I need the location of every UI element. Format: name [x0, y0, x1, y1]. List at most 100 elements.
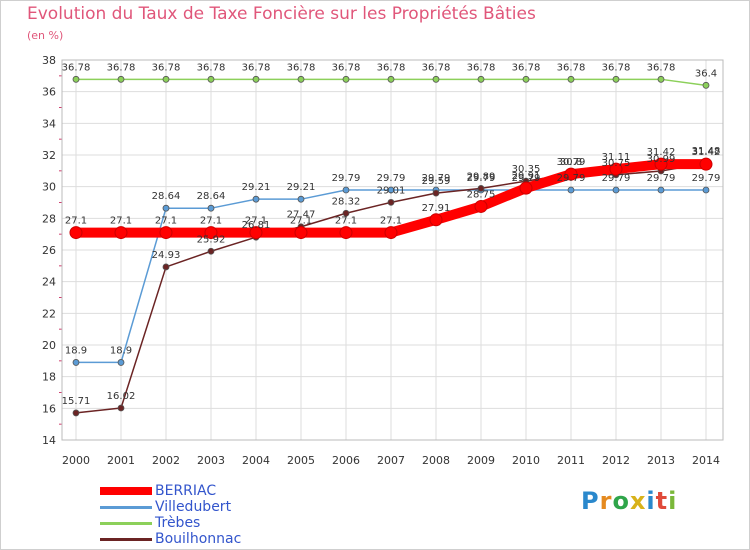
x-tick-label-2013: 2013	[647, 454, 675, 467]
data-point-berriac-2007	[384, 226, 398, 240]
legend-label-trebes: Trèbes	[155, 515, 201, 531]
x-tick-label-2009: 2009	[467, 454, 495, 467]
legend-item-trebes: Trèbes	[100, 515, 320, 531]
legend-swatch-berriac	[100, 487, 152, 495]
data-point-trbes-2006	[342, 75, 350, 83]
data-label-villedubert-2002: 28.64	[152, 191, 181, 202]
y-tick-label-22: 22	[42, 307, 56, 320]
data-label-bouilhonnac-2009: 29.89	[467, 171, 496, 182]
data-label-trbes-2001: 36.78	[107, 62, 136, 73]
data-label-villedubert-2005: 29.21	[287, 182, 316, 193]
x-tick-label-2004: 2004	[242, 454, 270, 467]
data-label-trbes-2014: 36.4	[695, 68, 717, 79]
y-tick-label-36: 36	[42, 86, 56, 99]
data-point-trbes-2013	[657, 75, 665, 83]
data-label-villedubert-2004: 29.21	[242, 182, 271, 193]
data-point-villedubert-2012	[612, 186, 620, 194]
data-label-villedubert-2009: 29.79	[467, 173, 496, 184]
data-point-berriac-2004	[249, 226, 263, 240]
data-label-villedubert-2003: 28.64	[197, 191, 226, 202]
data-point-trbes-2003	[207, 75, 215, 83]
data-point-trbes-2004	[252, 75, 260, 83]
data-label-bouilhonnac-2012: 30.75	[602, 158, 631, 169]
data-label-villedubert-2006: 29.79	[332, 173, 361, 184]
data-point-berriac-2006	[339, 226, 353, 240]
data-label-villedubert-2007: 29.79	[377, 173, 406, 184]
data-point-villedubert-2007	[387, 186, 395, 194]
data-label-berriac-2010: 29.91	[512, 171, 541, 182]
data-point-berriac-2005	[294, 226, 308, 240]
data-point-villedubert-2014	[702, 186, 710, 194]
data-point-berriac-2009	[474, 199, 488, 213]
data-point-trbes-2000	[72, 75, 80, 83]
data-point-bouilhonnac-2000	[72, 409, 80, 417]
data-point-trbes-2001	[117, 75, 125, 83]
data-point-berriac-2000	[69, 226, 83, 240]
data-point-villedubert-2011	[567, 186, 575, 194]
y-tick-label-30: 30	[42, 181, 56, 194]
data-label-berriac-2005: 27.1	[290, 216, 312, 227]
y-tick-label-28: 28	[42, 212, 56, 225]
plot-area	[61, 59, 724, 441]
data-label-villedubert-2013: 29.79	[647, 173, 676, 184]
y-tick-label-38: 38	[42, 54, 56, 67]
data-label-berriac-2003: 27.1	[200, 216, 222, 227]
data-point-villedubert-2006	[342, 186, 350, 194]
data-point-berriac-2014	[699, 157, 713, 171]
data-point-berriac-2008	[429, 213, 443, 227]
data-label-trbes-2013: 36.78	[647, 62, 676, 73]
data-label-bouilhonnac-2001: 16.02	[107, 391, 136, 402]
x-tick-label-2012: 2012	[602, 454, 630, 467]
data-label-bouilhonnac-2010: 30.35	[512, 164, 541, 175]
data-label-trbes-2007: 36.78	[377, 62, 406, 73]
data-label-berriac-2002: 27.1	[155, 216, 177, 227]
legend-swatch-trebes	[100, 522, 152, 525]
data-point-trbes-2008	[432, 75, 440, 83]
data-label-trbes-2010: 36.78	[512, 62, 541, 73]
data-label-bouilhonnac-2008: 29.59	[422, 176, 451, 187]
data-point-villedubert-2000	[72, 359, 80, 366]
line-chart: 14 16 18 20 22 24 26 28 30 32 34 36 38 2000 2001 2002 20…	[42, 54, 724, 467]
data-point-trbes-2012	[612, 75, 620, 83]
y-tick-label-20: 20	[42, 339, 56, 352]
data-label-bouilhonnac-2013: 30.99	[647, 154, 676, 165]
data-label-berriac-2013: 31.42	[647, 147, 676, 158]
data-point-villedubert-2002	[162, 204, 170, 212]
data-label-trbes-2006: 36.78	[332, 62, 361, 73]
data-label-trbes-2003: 36.78	[197, 62, 226, 73]
legend-label-bouilhonnac: Bouilhonnac	[155, 531, 242, 547]
legend-swatch-bouilhonnac	[100, 538, 152, 541]
legend-swatch-villedubert	[100, 506, 152, 509]
data-point-bouilhonnac-2002	[162, 263, 170, 271]
data-label-trbes-2009: 36.78	[467, 62, 496, 73]
proxiti-logo: Proxiti	[581, 487, 678, 515]
data-point-bouilhonnac-2003	[207, 247, 215, 255]
data-point-bouilhonnac-2007	[387, 198, 395, 206]
data-label-berriac-2007: 27.1	[380, 216, 402, 227]
data-label-trbes-2008: 36.78	[422, 62, 451, 73]
x-tick-label-2008: 2008	[422, 454, 450, 467]
x-tick-label-2003: 2003	[197, 454, 225, 467]
x-tick-label-2006: 2006	[332, 454, 360, 467]
legend-item-bouilhonnac: Bouilhonnac	[100, 531, 320, 547]
chart-title: Evolution du Taux de Taxe Foncière sur l…	[27, 4, 536, 24]
data-label-bouilhonnac-2004: 26.81	[242, 220, 271, 231]
x-tick-label-2011: 2011	[557, 454, 585, 467]
data-label-villedubert-2008: 29.79	[422, 173, 451, 184]
data-point-berriac-2001	[114, 226, 128, 240]
data-point-berriac-2012	[609, 162, 623, 176]
data-label-villedubert-2011: 29.79	[557, 173, 586, 184]
legend-label-berriac: BERRIAC	[155, 483, 217, 499]
data-point-trbes-2005	[297, 75, 305, 83]
y-tick-label-34: 34	[42, 117, 56, 130]
data-label-bouilhonnac-2006: 28.32	[332, 196, 361, 207]
data-point-trbes-2011	[567, 75, 575, 83]
data-label-trbes-2002: 36.78	[152, 62, 181, 73]
data-label-berriac-2006: 27.1	[335, 216, 357, 227]
data-point-berriac-2010	[519, 181, 533, 195]
data-point-berriac-2003	[204, 226, 218, 240]
y-tick-label-16: 16	[42, 402, 56, 415]
data-label-berriac-2014: 31.42	[692, 147, 721, 158]
x-tick-label-2014: 2014	[692, 454, 720, 467]
data-label-berriac-2000: 27.1	[65, 216, 87, 227]
